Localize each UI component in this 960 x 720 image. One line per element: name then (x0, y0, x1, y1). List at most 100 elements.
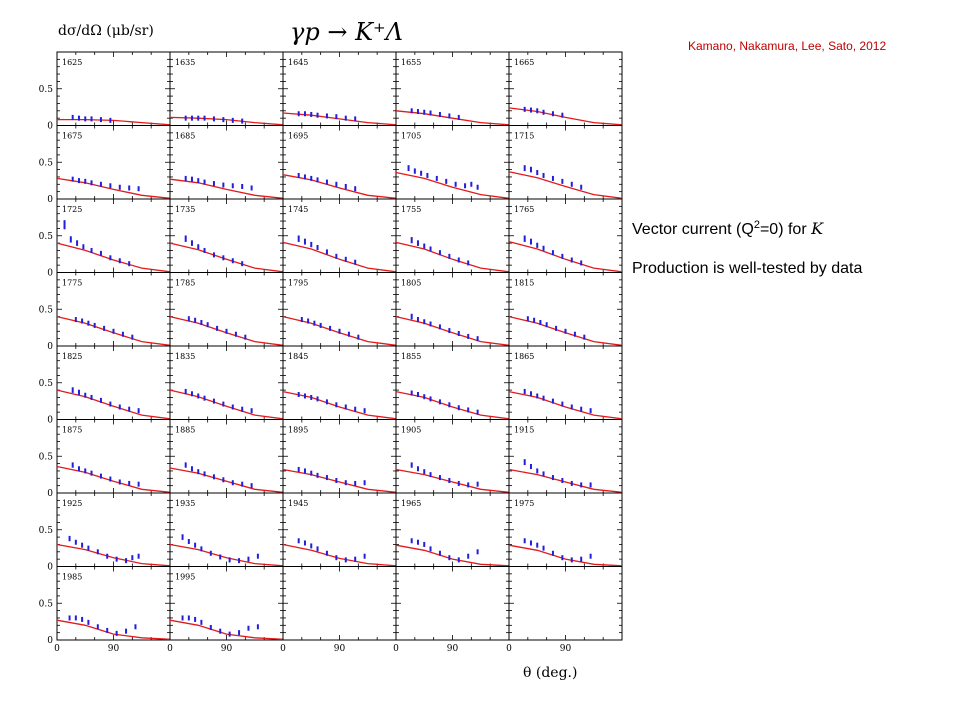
chart-panel: 1935 (169, 492, 284, 567)
panel-energy-label: 1845 (288, 352, 308, 361)
theory-curve (282, 112, 397, 126)
panel-energy-label: 1625 (62, 58, 82, 67)
panel-frame (169, 492, 284, 567)
chart-panel: 1835 (169, 345, 284, 420)
x-tick-label: 0 (54, 644, 60, 654)
chart-panel: 1915 (508, 419, 623, 494)
theory-curve (169, 116, 284, 126)
panel-energy-label: 1725 (62, 205, 82, 214)
panel-frame (56, 492, 171, 567)
panel-energy-label: 1875 (62, 426, 82, 435)
theory-curve (56, 389, 171, 420)
panel-energy-label: 1735 (175, 205, 195, 214)
panel-frame (169, 566, 284, 641)
chart-panel: 1805 (395, 272, 510, 347)
theory-curve (56, 465, 171, 493)
theory-curve (508, 240, 623, 273)
x-tick-label: 90 (108, 644, 120, 654)
chart-panel: 0 0.5 1725 (39, 198, 171, 279)
panel-frame (508, 566, 623, 641)
chart-panel: 0 90 1995 (167, 566, 284, 654)
credit-text: Kamano, Nakamura, Lee, Sato, 2012 (688, 39, 886, 53)
x-tick-label: 90 (447, 644, 459, 654)
y-tick-label: 0.5 (39, 379, 54, 389)
y-tick-label: 0 (47, 563, 53, 573)
theory-curve (169, 543, 284, 567)
theory-curve (395, 390, 510, 420)
panel-frame (56, 51, 171, 126)
panel-energy-label: 1995 (175, 573, 195, 582)
y-tick-label: 0 (47, 636, 53, 646)
chart-panel: 0 0.5 1675 (39, 125, 171, 205)
chart-panel: 1715 (508, 125, 623, 200)
chart-panel: 1765 (508, 198, 623, 273)
panel-energy-label: 1705 (401, 132, 421, 141)
theory-curve (508, 171, 623, 199)
theory-curve (56, 619, 171, 640)
panel-energy-label: 1945 (288, 499, 308, 508)
theory-curve (395, 315, 510, 346)
panel-energy-label: 1935 (175, 499, 195, 508)
x-tick-label: 0 (280, 644, 286, 654)
chart-panel: 1665 (508, 51, 623, 126)
panel-frame (56, 566, 171, 641)
y-tick-label: 0.5 (39, 452, 54, 462)
panel-energy-label: 1835 (175, 352, 195, 361)
y-tick-label: 0 (47, 416, 53, 426)
theory-curve (282, 241, 397, 273)
y-tick-label: 0 (47, 489, 53, 499)
panel-energy-label: 1755 (401, 205, 421, 214)
theory-curve (169, 178, 284, 199)
chart-panel: 0 0.5 0 90 1985 (39, 566, 171, 654)
panel-energy-label: 1715 (514, 132, 534, 141)
theory-curve (282, 543, 397, 567)
theory-curve (508, 390, 623, 420)
chart-panel: 1685 (169, 125, 284, 200)
theory-curve (169, 467, 284, 493)
panel-frame (282, 566, 397, 641)
y-tick-label: 0 (47, 269, 53, 279)
theory-curve (56, 543, 171, 567)
chart-panel: 0 90 (506, 566, 623, 654)
chart-panel: 1865 (508, 345, 623, 420)
chart-panel: 1655 (395, 51, 510, 126)
panel-energy-label: 1685 (175, 132, 195, 141)
panel-frame (395, 419, 510, 494)
y-tick-label: 0 (47, 195, 53, 205)
x-tick-label: 90 (221, 644, 233, 654)
x-tick-label: 0 (393, 644, 399, 654)
panel-frame (169, 345, 284, 420)
chart-panel: 1945 (282, 492, 397, 567)
chart-panel: 1855 (395, 345, 510, 420)
chart-panel: 1785 (169, 272, 284, 347)
theory-curve (508, 468, 623, 493)
panel-energy-label: 1775 (62, 279, 82, 288)
panel-energy-label: 1925 (62, 499, 82, 508)
theory-curve (169, 619, 284, 640)
chart-panel: 1795 (282, 272, 397, 347)
reaction-title: γp → K⁺Λ (290, 18, 403, 46)
panel-energy-label: 1785 (175, 279, 195, 288)
x-tick-label: 90 (334, 644, 346, 654)
panel-energy-label: 1985 (62, 573, 82, 582)
theory-curve (395, 110, 510, 126)
panel-energy-label: 1855 (401, 352, 421, 361)
panel-energy-label: 1675 (62, 132, 82, 141)
chart-panel: 0 0.5 1625 (39, 51, 171, 132)
panel-energy-label: 1825 (62, 352, 82, 361)
chart-panel: 1745 (282, 198, 397, 273)
panel-energy-label: 1885 (175, 426, 195, 435)
chart-panel: 1695 (282, 125, 397, 200)
y-tick-label: 0.5 (39, 526, 54, 536)
theory-curve (282, 468, 397, 493)
x-axis-title: θ (deg.) (523, 665, 577, 681)
panel-frame (282, 51, 397, 126)
panel-energy-label: 1865 (514, 352, 534, 361)
x-tick-label: 0 (506, 644, 512, 654)
chart-panel: 1735 (169, 198, 284, 273)
y-tick-label: 0.5 (39, 599, 54, 609)
panel-energy-label: 1965 (401, 499, 421, 508)
panel-energy-label: 1895 (288, 426, 308, 435)
theory-curve (56, 242, 171, 273)
chart-panel: 1755 (395, 198, 510, 273)
